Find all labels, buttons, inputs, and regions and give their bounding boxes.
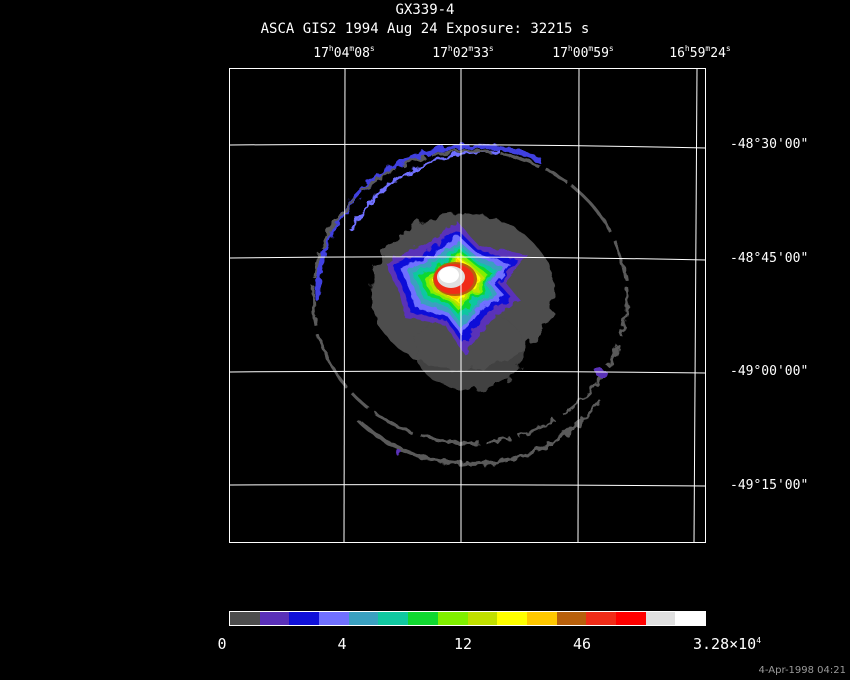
dec-label: -48°45'00" xyxy=(730,251,809,266)
ra-label: 17h00m59s xyxy=(552,44,614,62)
colorbar-swatch xyxy=(319,612,349,625)
colorbar-swatch xyxy=(467,612,498,625)
ra-label: 17h02m33s xyxy=(432,44,494,62)
timestamp: 4-Apr-1998 04:21 xyxy=(758,665,846,676)
colorbar xyxy=(229,611,706,626)
colorbar-swatch xyxy=(675,612,705,625)
colorbar-swatch xyxy=(586,612,616,625)
colorbar-label-max: 3.28×104 xyxy=(692,635,762,653)
dec-label: -49°15'00" xyxy=(730,478,809,493)
colorbar-swatch xyxy=(378,612,409,625)
observation-info: ASCA GIS2 1994 Aug 24 Exposure: 32215 s xyxy=(260,21,590,37)
colorbar-swatch xyxy=(408,612,438,625)
colorbar-swatch xyxy=(615,612,646,625)
colorbar-swatch xyxy=(526,612,557,625)
ra-label: 16h59m24s xyxy=(669,44,731,62)
colorbar-swatch xyxy=(556,612,587,625)
colorbar-label: 12 xyxy=(453,635,473,653)
colorbar-swatch xyxy=(259,612,290,625)
source-core xyxy=(433,262,477,296)
ra-label: 17h04m08s xyxy=(313,44,375,62)
coordinate-grid xyxy=(229,68,707,544)
dec-label: -48°30'00" xyxy=(730,137,809,152)
object-title: GX339-4 xyxy=(395,2,455,18)
colorbar-swatch xyxy=(437,612,468,625)
colorbar-label: 4 xyxy=(337,635,347,653)
colorbar-swatch xyxy=(230,612,260,625)
colorbar-swatch xyxy=(348,612,379,625)
colorbar-swatch xyxy=(497,612,527,625)
dec-label: -49°00'00" xyxy=(730,364,809,379)
colorbar-label: 0 xyxy=(217,635,227,653)
colorbar-label: 46 xyxy=(572,635,592,653)
colorbar-swatch xyxy=(289,612,320,625)
colorbar-swatch xyxy=(645,612,676,625)
